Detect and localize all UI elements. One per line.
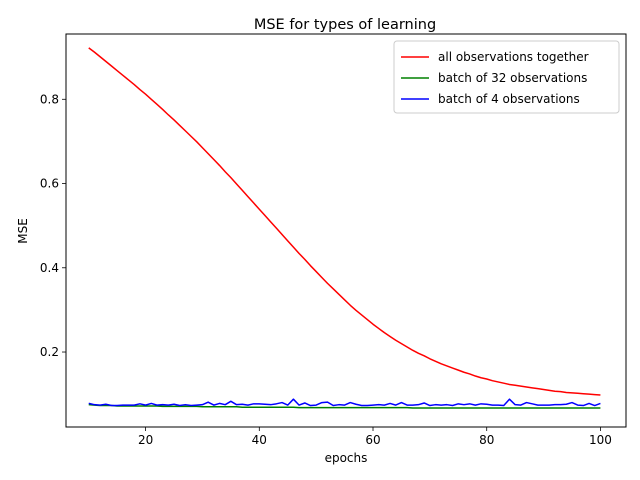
- legend-label: batch of 4 observations: [438, 92, 580, 106]
- x-tick-label: 100: [589, 433, 612, 447]
- x-tick-label: 80: [479, 433, 494, 447]
- y-axis-label: MSE: [16, 218, 30, 244]
- legend-label: all observations together: [438, 50, 589, 64]
- series-line-2: [88, 403, 601, 409]
- x-tick-label: 60: [365, 433, 380, 447]
- axes-frame: [65, 33, 627, 428]
- y-tick-label: 0.6: [40, 177, 59, 191]
- y-tick-label: 0.4: [40, 261, 59, 275]
- legend: all observations together batch of 32 obs…: [393, 40, 620, 114]
- x-axis: 20 40 60 80 100: [138, 427, 612, 447]
- x-axis-label: epochs: [325, 451, 368, 465]
- y-tick-label: 0.2: [40, 345, 59, 359]
- x-tick-label: 20: [138, 433, 153, 447]
- y-axis: 0.2 0.4 0.6 0.8: [40, 92, 66, 359]
- series-line-3: [88, 398, 601, 407]
- plot-area: [88, 47, 601, 409]
- x-tick-label: 40: [252, 433, 267, 447]
- chart-title: MSE for types of learning: [254, 17, 436, 33]
- legend-label: batch of 32 observations: [438, 71, 587, 85]
- legend-box: [393, 40, 620, 114]
- series-line-1: [88, 47, 601, 396]
- y-tick-label: 0.8: [40, 92, 59, 106]
